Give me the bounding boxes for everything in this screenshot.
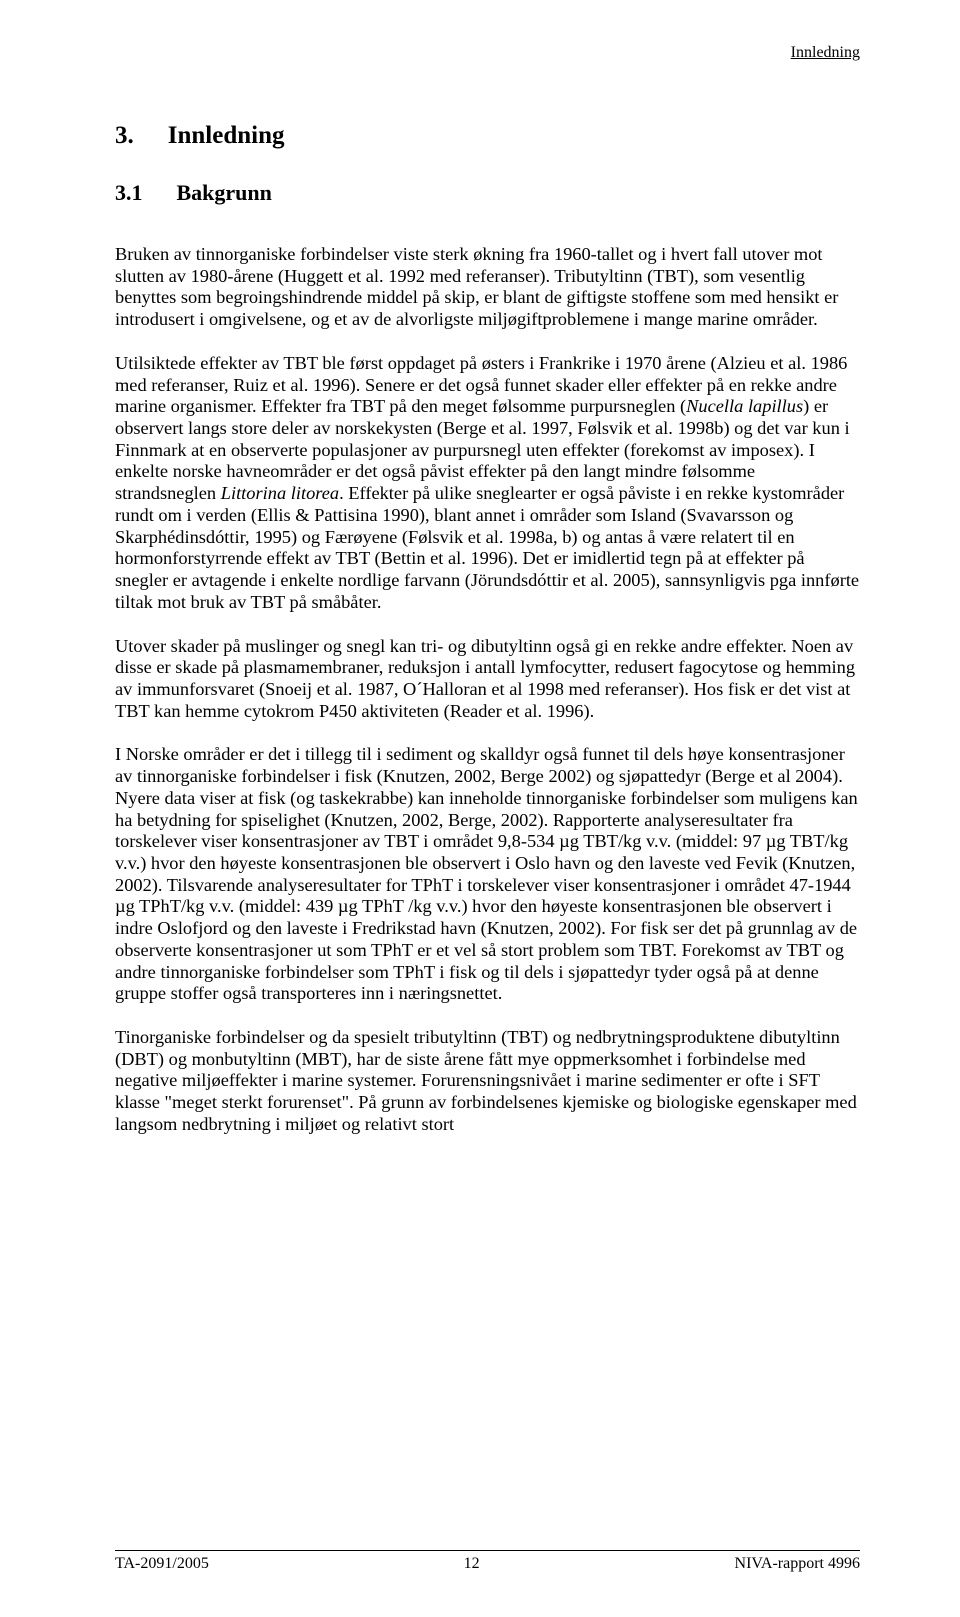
section-number: 3. [115, 122, 134, 150]
page-footer: TA-2091/2005 12 NIVA-rapport 4996 [115, 1550, 860, 1573]
section-title: Innledning [168, 122, 285, 150]
italic-term: Nucella lapillus [686, 396, 803, 416]
body-paragraph: Tinorganiske forbindelser og da spesielt… [115, 1027, 860, 1136]
body-paragraph: I Norske områder er det i tillegg til i … [115, 744, 860, 1005]
body-paragraph: Bruken av tinnorganiske forbindelser vis… [115, 244, 860, 331]
footer-page-number: 12 [464, 1555, 480, 1573]
body-paragraph: Utover skader på muslinger og snegl kan … [115, 636, 860, 723]
footer-left: TA-2091/2005 [115, 1555, 209, 1573]
subsection-heading: 3.1 Bakgrunn [115, 180, 860, 206]
section-heading: 3. Innledning [115, 122, 860, 150]
subsection-number: 3.1 [115, 180, 143, 206]
italic-term: Littorina litorea [221, 483, 339, 503]
footer-right: NIVA-rapport 4996 [735, 1555, 860, 1573]
subsection-title: Bakgrunn [177, 180, 272, 206]
running-header: Innledning [791, 44, 860, 62]
document-page: Innledning 3. Innledning 3.1 Bakgrunn Br… [0, 0, 960, 1617]
page-content: 3. Innledning 3.1 Bakgrunn Bruken av tin… [115, 122, 860, 1136]
body-paragraph: Utilsiktede effekter av TBT ble først op… [115, 353, 860, 614]
